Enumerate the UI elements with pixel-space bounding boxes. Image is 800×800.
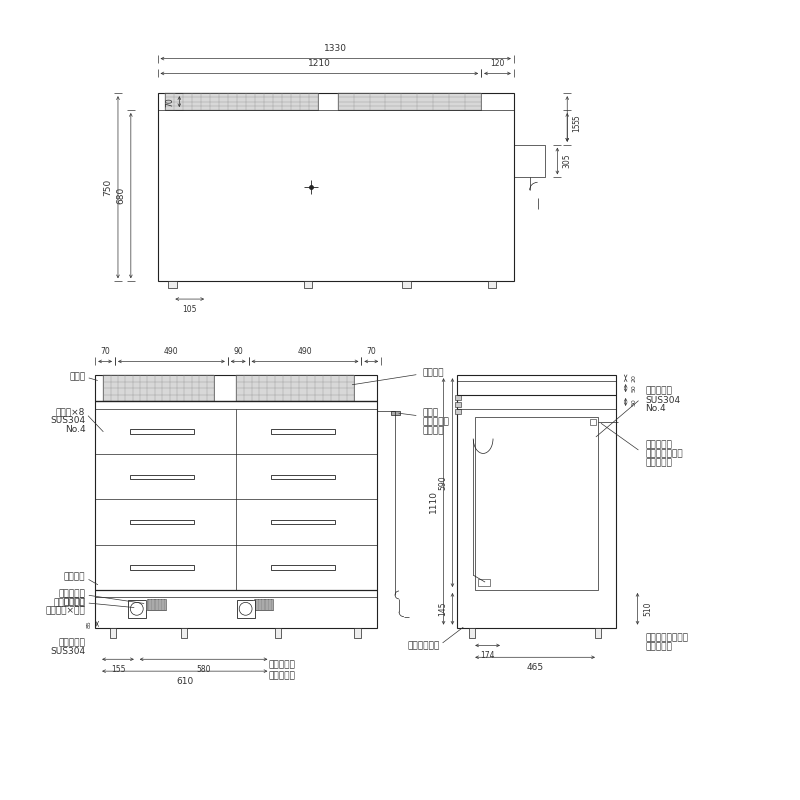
Bar	[236, 375, 354, 401]
Text: アジャスト: アジャスト	[58, 638, 86, 647]
Bar	[514, 145, 546, 178]
Bar	[271, 520, 335, 524]
Bar	[455, 409, 462, 414]
Bar	[455, 395, 462, 400]
Text: （１５Ａ）: （１５Ａ）	[646, 458, 672, 467]
Text: 引出し×8: 引出し×8	[56, 407, 86, 416]
Text: 105: 105	[182, 305, 197, 314]
Text: 90: 90	[234, 347, 243, 356]
Text: SUS304: SUS304	[50, 647, 86, 656]
Text: 680: 680	[116, 187, 126, 204]
Text: シスタンク排水口: シスタンク排水口	[646, 633, 689, 642]
Text: SUS304: SUS304	[50, 416, 86, 426]
Text: 490: 490	[164, 347, 178, 356]
Bar	[237, 600, 254, 618]
Bar	[181, 628, 187, 638]
Text: 70: 70	[100, 347, 110, 356]
Text: 1330: 1330	[324, 44, 347, 53]
Text: 70: 70	[165, 97, 174, 106]
Text: 750: 750	[103, 178, 113, 196]
Text: （２５Ａ×２）: （２５Ａ×２）	[46, 606, 86, 615]
Bar	[475, 417, 598, 590]
Text: 55: 55	[573, 114, 582, 124]
Text: 610: 610	[176, 677, 194, 686]
Text: 型式銘板: 型式銘板	[422, 426, 444, 435]
Bar	[146, 599, 166, 610]
Text: 15: 15	[573, 122, 582, 132]
Bar	[128, 600, 146, 618]
Bar	[338, 94, 481, 110]
Bar	[275, 628, 282, 638]
Text: 120: 120	[490, 59, 505, 68]
Text: 305: 305	[562, 154, 572, 168]
Text: （２０Ａ）: （２０Ａ）	[646, 642, 672, 651]
Text: 1210: 1210	[308, 59, 330, 68]
Text: のぞき窓: のぞき窓	[64, 573, 86, 582]
Text: SUS304: SUS304	[646, 395, 681, 405]
Text: 510: 510	[643, 602, 652, 616]
Bar	[130, 430, 194, 434]
Bar	[469, 628, 475, 638]
Bar	[110, 628, 116, 638]
Text: 槽排水口: 槽排水口	[64, 598, 86, 606]
Bar	[271, 430, 335, 434]
Bar	[487, 282, 497, 288]
Bar	[95, 375, 378, 628]
Bar	[594, 628, 601, 638]
Text: 580: 580	[196, 665, 211, 674]
Text: （自動点火）: （自動点火）	[53, 598, 86, 607]
Text: 排気筒: 排気筒	[69, 373, 86, 382]
Text: 174: 174	[480, 651, 495, 660]
Text: 1110: 1110	[429, 490, 438, 513]
Bar	[166, 94, 318, 110]
Text: 50: 50	[631, 384, 636, 392]
Bar	[271, 474, 335, 479]
Text: ガス接続口: ガス接続口	[269, 660, 296, 670]
Text: 50: 50	[631, 398, 636, 406]
Text: 20: 20	[631, 374, 636, 382]
Bar	[254, 599, 274, 610]
Bar	[478, 579, 490, 586]
Text: 490: 490	[298, 347, 312, 356]
Bar	[354, 628, 361, 638]
Text: 給水口: 給水口	[422, 408, 439, 418]
Text: （２０Ａ）: （２０Ａ）	[269, 671, 296, 680]
Bar	[402, 282, 411, 288]
Bar	[271, 565, 335, 570]
Text: シスタンク: シスタンク	[646, 440, 672, 449]
Text: オーバーフロー: オーバーフロー	[646, 449, 683, 458]
Bar	[458, 375, 616, 628]
Text: 85: 85	[86, 620, 92, 628]
Text: 145: 145	[438, 602, 447, 616]
Bar	[590, 419, 596, 425]
Bar	[455, 402, 462, 407]
Bar	[303, 282, 313, 288]
Text: シスタンク: シスタンク	[646, 386, 672, 395]
Text: 排気筒網: 排気筒網	[422, 369, 444, 378]
Text: 155: 155	[110, 665, 126, 674]
Bar	[130, 474, 194, 479]
Bar	[391, 411, 400, 415]
Bar	[168, 282, 177, 288]
Text: No.4: No.4	[646, 405, 666, 414]
Bar	[103, 375, 214, 401]
Bar	[158, 94, 514, 282]
Text: （１５Ａ）: （１５Ａ）	[422, 418, 450, 426]
Text: ガスコック: ガスコック	[58, 590, 86, 598]
Bar	[130, 520, 194, 524]
Text: 70: 70	[366, 347, 376, 356]
Text: No.4: No.4	[65, 425, 86, 434]
Text: 590: 590	[438, 475, 447, 490]
Bar	[130, 565, 194, 570]
Text: 465: 465	[526, 662, 544, 672]
Text: ガス表示銘板: ガス表示銘板	[407, 641, 439, 650]
